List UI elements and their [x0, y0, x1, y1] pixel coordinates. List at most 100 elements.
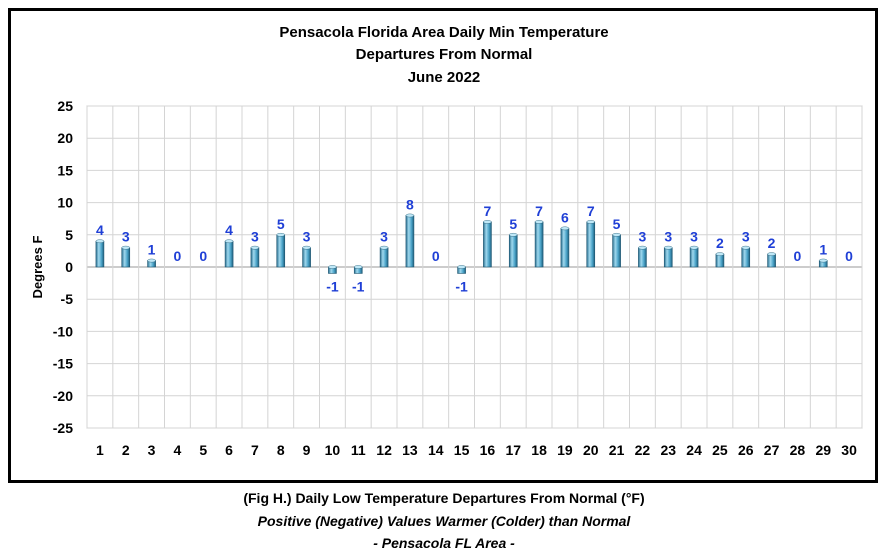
bar	[560, 228, 570, 268]
bar-cap	[664, 245, 673, 250]
caption-line-2: Positive (Negative) Values Warmer (Colde…	[257, 513, 631, 529]
bar	[612, 234, 621, 268]
x-tick-label: 30	[841, 442, 857, 458]
y-tick-label: -20	[53, 388, 73, 404]
x-tick-label: 15	[454, 442, 470, 458]
data-label: 2	[716, 235, 724, 251]
bar-cap	[483, 220, 492, 224]
y-tick-label: -10	[53, 323, 73, 339]
data-label: 0	[174, 248, 182, 264]
bar-cap	[638, 245, 647, 250]
x-tick-label: 24	[686, 442, 702, 458]
data-label: 0	[794, 248, 802, 264]
chart-title-line-2: Departures From Normal	[355, 46, 533, 63]
y-tick-label: 5	[65, 227, 73, 243]
bar	[741, 247, 751, 268]
x-tick-label: 20	[583, 442, 599, 458]
y-tick-label: 15	[57, 162, 73, 178]
data-label: 3	[690, 229, 698, 245]
bar	[715, 253, 725, 268]
data-label: 6	[561, 209, 569, 225]
chart-title-line-3: June 2022	[407, 69, 481, 86]
data-label: 7	[587, 203, 595, 219]
data-label: 1	[148, 242, 156, 258]
y-tick-label: -5	[61, 291, 74, 307]
x-tick-label: 3	[148, 442, 156, 458]
x-tick-label: 19	[557, 442, 573, 458]
y-tick-label: 10	[57, 195, 73, 211]
bar	[302, 247, 311, 268]
x-tick-label: 4	[174, 442, 182, 458]
x-tick-label: 21	[609, 442, 625, 458]
bar-cap	[767, 252, 776, 256]
bar	[483, 221, 492, 268]
bar-cap	[250, 245, 260, 250]
bar-cap	[224, 239, 234, 244]
data-label: 2	[768, 235, 776, 251]
data-label: 0	[432, 248, 440, 264]
x-tick-label: 16	[480, 442, 496, 458]
bar-cap	[715, 252, 725, 256]
data-label: 3	[639, 229, 647, 245]
bar-cap	[741, 245, 750, 250]
x-tick-label: 22	[635, 442, 651, 458]
x-tick-label: 11	[351, 442, 366, 458]
bar-cap	[276, 232, 285, 237]
x-tick-label: 8	[277, 442, 285, 458]
bar-cap	[405, 213, 415, 218]
bar	[638, 247, 647, 268]
bar-cap	[819, 258, 828, 263]
bar-cap	[121, 245, 130, 250]
bar-cap	[534, 220, 544, 224]
data-label: 3	[251, 229, 259, 245]
x-tick-label: 25	[712, 442, 728, 458]
x-tick-label: 1	[96, 442, 104, 458]
bar	[276, 234, 286, 268]
bar	[689, 247, 699, 268]
bar	[586, 221, 596, 268]
bar-cap	[147, 258, 156, 263]
x-tick-label: 7	[251, 442, 259, 458]
data-label: 7	[484, 203, 492, 219]
y-tick-label: -15	[53, 356, 73, 372]
bar	[250, 247, 260, 268]
x-tick-label: 13	[402, 442, 418, 458]
bar	[534, 221, 544, 268]
y-tick-label: 20	[57, 130, 73, 146]
bar-cap	[354, 265, 363, 269]
caption-line-1: (Fig H.) Daily Low Temperature Departure…	[243, 490, 645, 506]
data-label: 3	[380, 229, 388, 245]
data-label: -1	[455, 278, 468, 294]
bar-cap	[95, 239, 105, 244]
x-tick-label: 12	[376, 442, 392, 458]
x-tick-label: 18	[531, 442, 547, 458]
y-axis-label: Degrees F	[30, 236, 45, 299]
bar	[95, 240, 105, 268]
bar-cap	[612, 232, 621, 237]
data-label: 0	[199, 248, 207, 264]
x-tick-label: 10	[325, 442, 341, 458]
data-label: 5	[277, 216, 285, 232]
bar	[405, 215, 415, 268]
y-tick-label: 0	[65, 259, 73, 275]
y-tick-label: -25	[53, 420, 73, 436]
data-label: 3	[122, 229, 130, 245]
bar-cap	[560, 226, 570, 231]
bar	[663, 247, 673, 268]
data-label: 3	[303, 229, 311, 245]
x-tick-label: 5	[199, 442, 207, 458]
x-tick-label: 27	[764, 442, 780, 458]
data-label: 8	[406, 196, 414, 212]
bar-cap	[302, 245, 311, 250]
bar	[508, 234, 518, 268]
x-tick-label: 6	[225, 442, 233, 458]
x-tick-label: 14	[428, 442, 444, 458]
data-label: 4	[96, 222, 104, 238]
bar-cap	[689, 245, 699, 250]
x-tick-label: 23	[660, 442, 676, 458]
caption-line-3: - Pensacola FL Area -	[373, 535, 515, 551]
data-label: 1	[819, 242, 827, 258]
data-label: 5	[613, 216, 621, 232]
bar	[121, 247, 131, 268]
bar	[379, 247, 389, 268]
